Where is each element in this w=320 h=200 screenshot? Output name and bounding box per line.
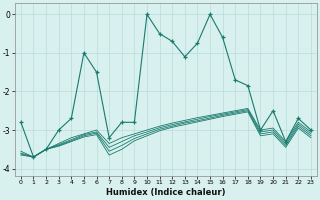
X-axis label: Humidex (Indice chaleur): Humidex (Indice chaleur) <box>106 188 226 197</box>
